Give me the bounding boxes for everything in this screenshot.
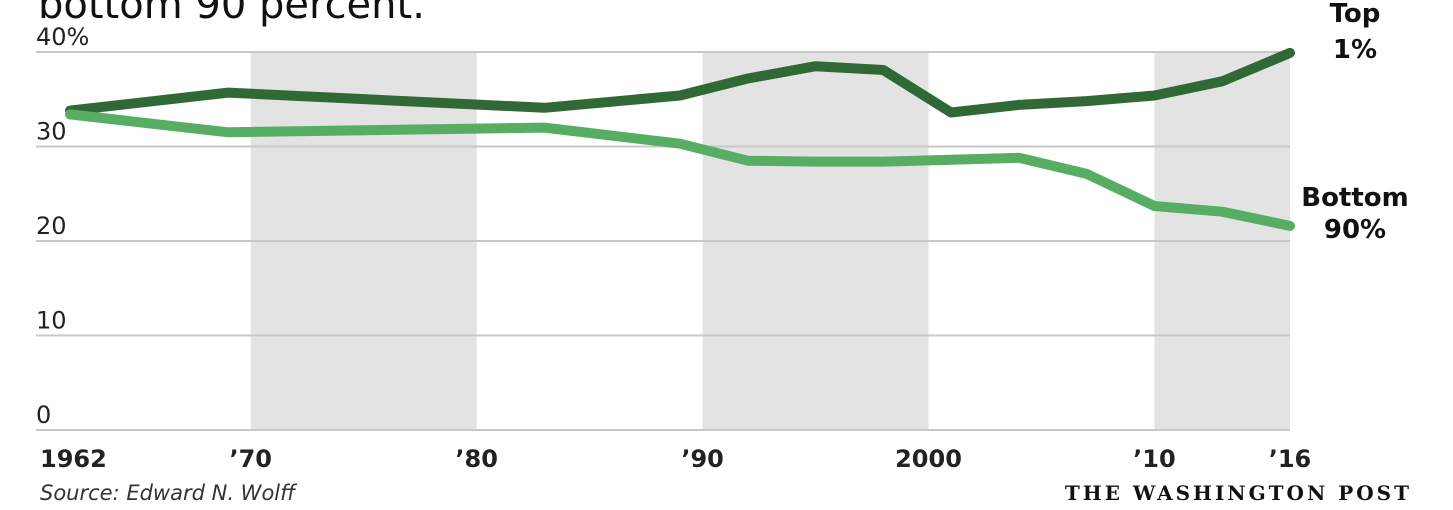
data-point bbox=[540, 103, 549, 112]
publisher-credit: THE WASHINGTON POST bbox=[1065, 481, 1412, 505]
series-end-label: 90% bbox=[1324, 215, 1386, 245]
data-point bbox=[66, 110, 74, 119]
data-point bbox=[676, 91, 684, 100]
y-tick-label: 20 bbox=[36, 212, 67, 240]
data-point bbox=[947, 155, 956, 164]
series-lines bbox=[65, 47, 1295, 231]
data-point bbox=[1014, 153, 1023, 162]
series-end-label: Top bbox=[1330, 0, 1381, 29]
x-tick-label: ’70 bbox=[229, 445, 272, 473]
data-point bbox=[224, 128, 233, 137]
y-tick-label: 10 bbox=[36, 307, 67, 335]
gridlines bbox=[36, 51, 1290, 431]
data-point bbox=[879, 157, 888, 166]
data-point bbox=[743, 74, 752, 83]
series-end-label: Bottom bbox=[1301, 183, 1409, 213]
data-point bbox=[1150, 91, 1159, 100]
x-tick-label: ’80 bbox=[455, 445, 498, 473]
data-point bbox=[811, 62, 820, 71]
data-point bbox=[676, 139, 684, 148]
x-tick-label: ’16 bbox=[1269, 445, 1312, 473]
data-point bbox=[1218, 207, 1227, 216]
y-tick-label: 0 bbox=[36, 401, 51, 429]
x-tick-label: ’90 bbox=[681, 445, 724, 473]
y-tick-label: 30 bbox=[36, 118, 67, 146]
series-end-label: 1% bbox=[1333, 35, 1377, 65]
data-point bbox=[224, 88, 233, 97]
y-axis-tick-labels: 0 10 20 30 40% bbox=[36, 23, 89, 429]
data-point bbox=[1014, 100, 1023, 109]
x-tick-label: 2000 bbox=[895, 445, 962, 473]
data-point bbox=[1218, 77, 1227, 86]
data-point bbox=[1286, 221, 1294, 230]
data-point bbox=[879, 65, 888, 74]
y-tick-label: 40% bbox=[36, 23, 89, 51]
source-note: Source: Edward N. Wolff bbox=[40, 481, 298, 505]
data-point bbox=[811, 157, 820, 166]
x-tick-label: ’10 bbox=[1133, 445, 1176, 473]
data-point bbox=[1082, 97, 1091, 106]
data-point bbox=[947, 108, 956, 117]
data-point bbox=[1082, 169, 1091, 178]
data-point bbox=[1286, 48, 1294, 57]
x-tick-label: 1962 bbox=[40, 445, 107, 473]
chart-subtitle-fragment: bottom 90 percent. bbox=[38, 0, 425, 28]
data-point bbox=[540, 123, 549, 132]
data-point bbox=[1150, 202, 1159, 211]
data-point bbox=[743, 156, 752, 165]
x-axis-tick-labels: 1962 ’70 ’80 ’90 2000 ’10 ’16 bbox=[40, 445, 1311, 473]
